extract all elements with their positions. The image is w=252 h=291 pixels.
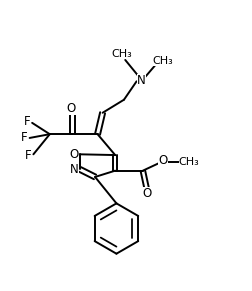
Text: O: O <box>69 148 78 161</box>
Text: CH₃: CH₃ <box>152 56 173 66</box>
Text: O: O <box>66 102 75 115</box>
Text: O: O <box>142 187 151 200</box>
Text: N: N <box>70 163 78 176</box>
Text: N: N <box>137 74 145 87</box>
Text: O: O <box>158 154 167 167</box>
Text: CH₃: CH₃ <box>111 49 131 59</box>
Text: F: F <box>21 132 27 144</box>
Text: F: F <box>25 149 32 162</box>
Text: CH₃: CH₃ <box>178 157 199 167</box>
Text: F: F <box>24 115 30 128</box>
